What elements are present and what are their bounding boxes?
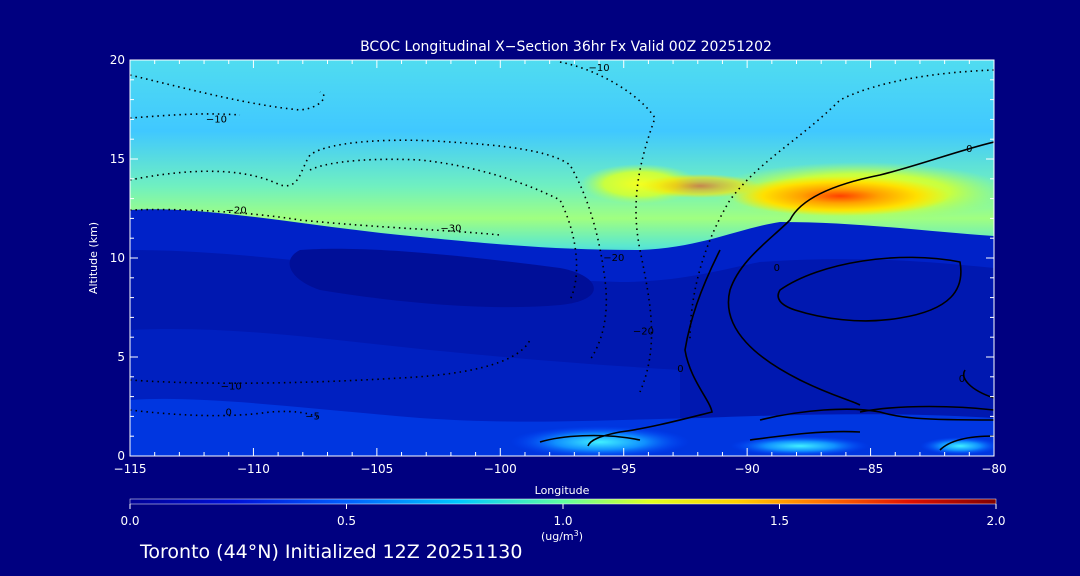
y-tick-label: 0 (117, 449, 125, 463)
contour-label: −20 (603, 253, 624, 264)
x-tick-label: −110 (237, 462, 270, 476)
contour-label: 0 (774, 263, 780, 274)
chart-title: BCOC Longitudinal X−Section 36hr Fx Vali… (360, 39, 772, 55)
contour-labels: −10 −10 −20 −30 −20 −20 0 0 0 0 −10 0 −5 (206, 63, 973, 422)
colorbar-tick-label: 0.5 (337, 514, 356, 528)
x-tick-label: −115 (114, 462, 147, 476)
contour-label: −5 (305, 411, 320, 422)
y-tick-label: 10 (110, 251, 125, 265)
concentration-field: −10 −10 −20 −30 −20 −20 0 0 0 0 −10 0 −5 (130, 60, 994, 456)
x-axis: −115 −110 −105 −100 −95 −90 −85 −80 (114, 60, 1007, 476)
y-axis-label: Altitude (km) (87, 222, 100, 294)
contour-label: −20 (633, 326, 654, 337)
colorbar-tick-label: 1.0 (553, 514, 572, 528)
negative-contours (130, 61, 994, 419)
contour-label: −10 (588, 63, 609, 74)
colorbar-tick-label: 1.5 (770, 514, 789, 528)
colorbar-unit: (ug/m3) (541, 529, 583, 543)
x-tick-label: −105 (360, 462, 393, 476)
y-tick-label: 5 (117, 350, 125, 364)
colorbar (129, 498, 997, 505)
x-tick-label: −90 (734, 462, 759, 476)
colorbar-tick-label: 2.0 (986, 514, 1005, 528)
contour-label: 0 (226, 407, 232, 418)
contour-label: −10 (221, 382, 242, 393)
contour-label: 0 (677, 364, 683, 375)
contour-label: −30 (440, 223, 461, 234)
x-axis-label: Longitude (535, 484, 590, 497)
y-tick-label: 15 (110, 152, 125, 166)
contour-label: 0 (959, 374, 965, 385)
contour-label: −10 (206, 114, 227, 125)
zero-contours (539, 141, 994, 451)
x-tick-label: −85 (858, 462, 883, 476)
colorbar-tick-label: 0.0 (120, 514, 139, 528)
colorbar-ticks: 0.0 0.5 1.0 1.5 2.0 (120, 504, 1006, 528)
x-tick-label: −80 (981, 462, 1006, 476)
footer-caption: Toronto (44°N) Initialized 12Z 20251130 (140, 541, 523, 563)
contour-label: 0 (966, 144, 972, 155)
x-tick-label: −100 (484, 462, 517, 476)
contour-label: −20 (226, 205, 247, 216)
y-tick-label: 20 (110, 53, 125, 67)
y-axis: 0 5 10 15 20 (110, 53, 994, 463)
x-tick-label: −95 (611, 462, 636, 476)
